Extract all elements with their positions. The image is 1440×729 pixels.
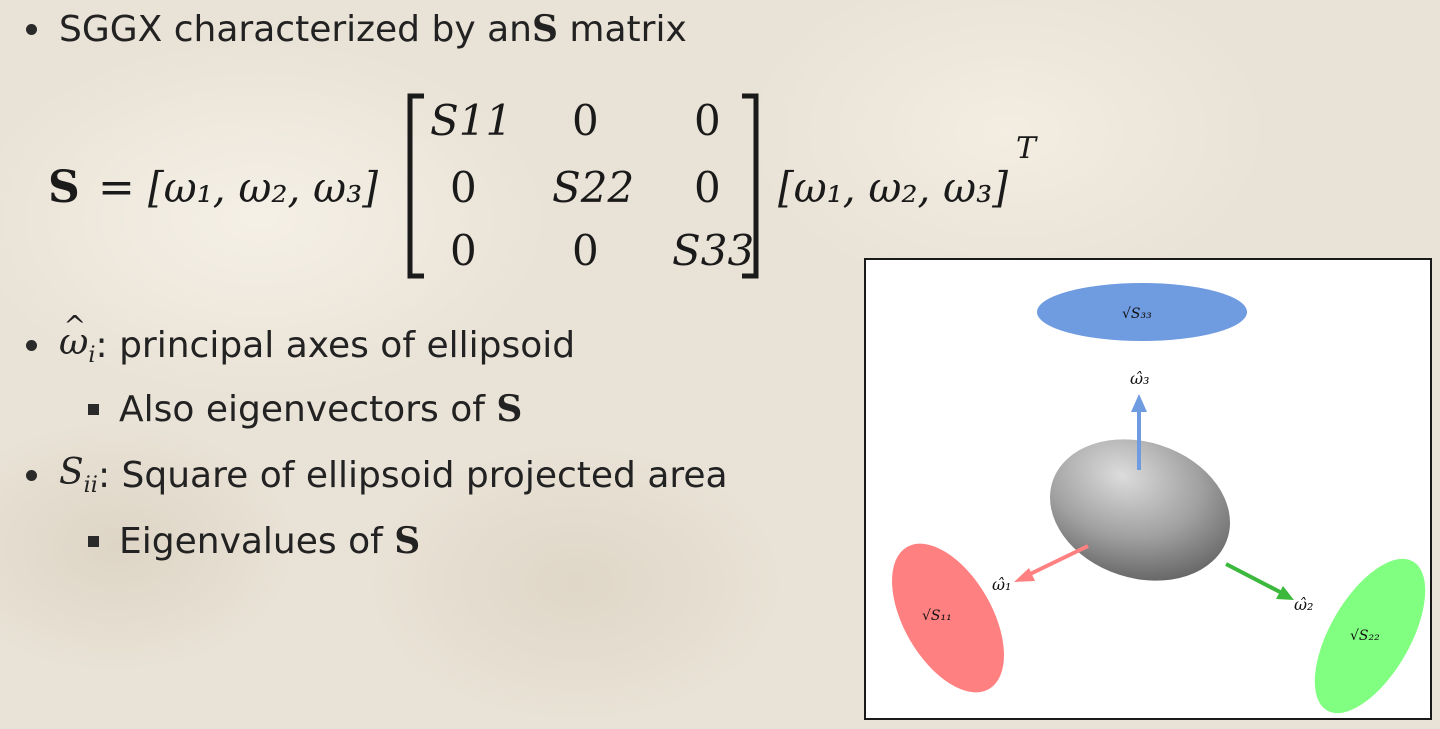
matrix-cell: S11 bbox=[430, 96, 512, 145]
matrix-cell: 0 bbox=[572, 96, 599, 145]
bullet-dot bbox=[26, 469, 37, 481]
w1-arrow-head bbox=[1014, 568, 1035, 582]
w2-arrow-shaft bbox=[1225, 562, 1281, 594]
w1-arrow-shaft bbox=[1025, 544, 1089, 578]
w3-label: ω̂₃ bbox=[1130, 369, 1149, 388]
matrix-cell: 0 bbox=[450, 226, 477, 275]
bullet-text-suffix: matrix bbox=[557, 8, 687, 50]
s-ii-symbol: Sii bbox=[59, 452, 98, 498]
subbullet-eigenvalues: Eigenvalues of S bbox=[88, 520, 420, 562]
matrix-cell: 0 bbox=[694, 96, 721, 145]
eq-lhs: S bbox=[48, 162, 80, 213]
eq-transpose: T bbox=[1016, 131, 1038, 166]
bullet-text: Also eigenvectors of bbox=[119, 388, 497, 430]
bullet-projected-area: Sii : Square of ellipsoid projected area bbox=[26, 452, 728, 498]
bullet-principal-axes: ωi : principal axes of ellipsoid bbox=[26, 322, 575, 368]
s11-label: √S₁₁ bbox=[922, 608, 952, 624]
s-subscript: ii bbox=[83, 472, 98, 499]
s22-projection-ellipse bbox=[1314, 558, 1426, 714]
matrix-cell: S33 bbox=[672, 226, 754, 275]
bullet-sggx-matrix: SGGX characterized by an S matrix bbox=[26, 8, 687, 50]
subbullet-eigenvectors: Also eigenvectors of S bbox=[88, 388, 522, 430]
w2-arrow-head bbox=[1276, 586, 1294, 600]
subbullet-square bbox=[88, 403, 99, 415]
w2-label: ω̂₂ bbox=[1294, 595, 1313, 614]
matrix-symbol: S bbox=[394, 520, 421, 562]
matrix-left-bracket bbox=[407, 93, 424, 279]
bullet-text: : principal axes of ellipsoid bbox=[95, 324, 576, 366]
eq-vector-right: [ω₁, ω₂, ω₃] bbox=[778, 163, 1009, 212]
matrix-right-bracket bbox=[742, 93, 759, 279]
subbullet-square bbox=[88, 535, 99, 547]
eq-equals: = bbox=[98, 162, 135, 213]
ellipsoid bbox=[1050, 439, 1230, 581]
matrix-cell: S22 bbox=[552, 163, 634, 212]
w1-label: ω̂₁ bbox=[992, 575, 1011, 594]
bullet-dot bbox=[26, 339, 37, 351]
omega-subscript: i bbox=[88, 342, 96, 369]
matrix-cell: 0 bbox=[450, 163, 477, 212]
matrix-cell: 0 bbox=[694, 163, 721, 212]
s33-projection-ellipse bbox=[1037, 283, 1247, 341]
eq-vector-left: [ω₁, ω₂, ω₃] bbox=[148, 163, 379, 212]
s22-label: √S₂₂ bbox=[1350, 628, 1380, 644]
omega-symbol: ωi bbox=[59, 322, 96, 368]
bullet-text: : Square of ellipsoid projected area bbox=[97, 454, 728, 496]
bullet-dot bbox=[26, 23, 37, 35]
w3-arrow-head bbox=[1131, 394, 1147, 412]
sggx-equation: S = [ω₁, ω₂, ω₃] S11 0 0 0 S22 0 0 0 S33… bbox=[48, 93, 1038, 279]
bullet-text: SGGX characterized by an bbox=[59, 8, 532, 50]
ellipsoid-diagram: √S₃₃ √S₁₁ √S₂₂ ω̂₃ ω̂₁ ω̂₂ bbox=[892, 283, 1426, 714]
s11-projection-ellipse bbox=[892, 543, 1004, 693]
matrix-symbol: S bbox=[531, 8, 558, 50]
matrix-cell: 0 bbox=[572, 226, 599, 275]
s-letter: S bbox=[59, 452, 84, 493]
omega-hat: ω bbox=[59, 322, 88, 363]
matrix-symbol: S bbox=[496, 388, 523, 430]
s33-label: √S₃₃ bbox=[1122, 306, 1152, 322]
ellipsoid-figure: √S₃₃ √S₁₁ √S₂₂ ω̂₃ ω̂₁ ω̂₂ bbox=[864, 258, 1432, 720]
bullet-text: Eigenvalues of bbox=[119, 520, 395, 562]
